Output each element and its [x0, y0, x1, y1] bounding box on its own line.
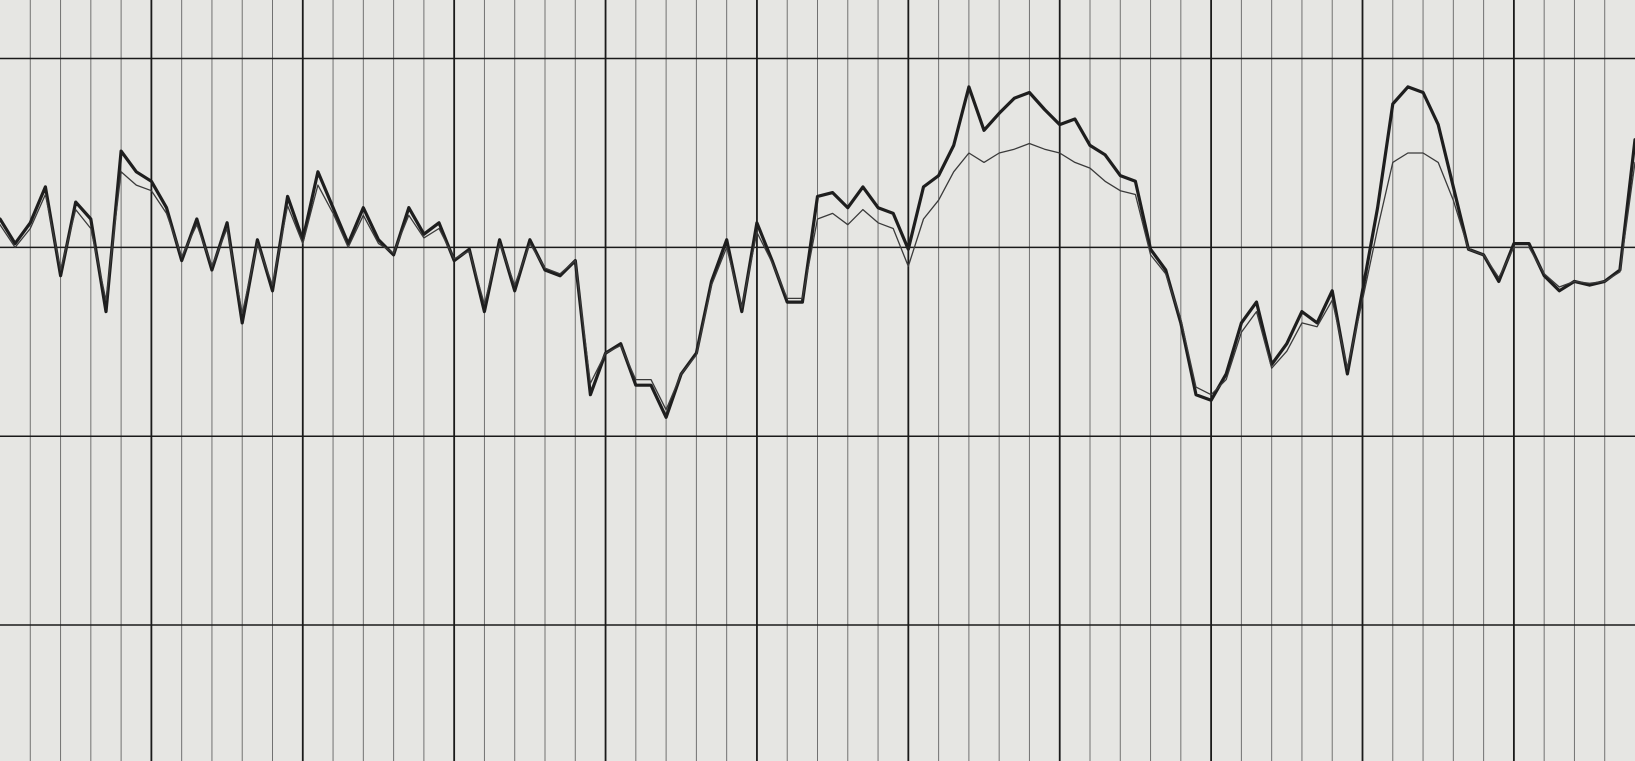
traces [0, 85, 1635, 419]
trace [0, 142, 1635, 411]
trace [0, 85, 1635, 419]
